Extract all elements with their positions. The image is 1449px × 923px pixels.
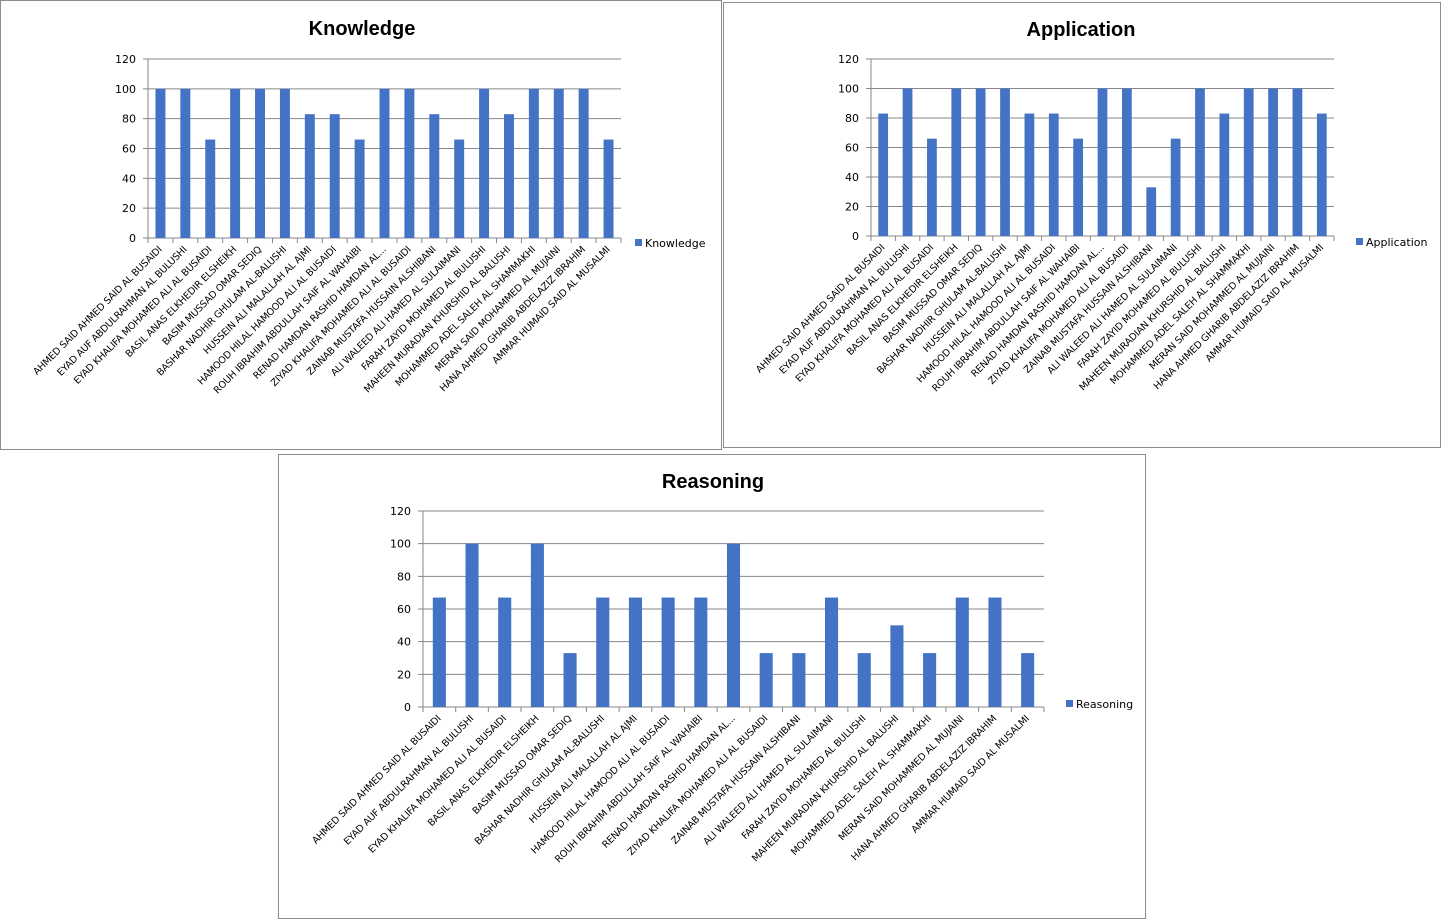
bar xyxy=(1121,88,1132,236)
bar xyxy=(988,597,1002,707)
bar xyxy=(975,88,986,236)
knowledge-chart: Knowledge 0 20 40 60 80 100 120 AHMED SAID AHMED… xyxy=(0,0,722,450)
bar xyxy=(553,88,564,238)
bar xyxy=(902,88,913,236)
bar xyxy=(1048,113,1059,236)
y-tick-label: 100 xyxy=(390,538,411,551)
legend-swatch xyxy=(1066,700,1073,707)
bar xyxy=(1000,88,1010,236)
bar xyxy=(379,88,390,238)
bar xyxy=(1097,88,1108,236)
bar xyxy=(1024,113,1035,236)
bar xyxy=(528,88,539,238)
bar xyxy=(404,88,415,238)
bar xyxy=(530,543,544,707)
y-tick-label: 100 xyxy=(838,83,859,96)
bar xyxy=(923,653,937,707)
bar xyxy=(498,597,512,707)
bar xyxy=(878,113,889,236)
bar xyxy=(890,625,904,707)
bar xyxy=(205,139,216,238)
y-tick-label: 20 xyxy=(122,202,136,215)
legend-swatch xyxy=(635,239,642,246)
bar xyxy=(255,88,266,238)
bar xyxy=(792,653,806,707)
reasoning-chart: Reasoning 0 20 40 60 80 100 120 AHMED SAID AHMED… xyxy=(278,454,1146,919)
bar xyxy=(1219,113,1230,236)
bar xyxy=(503,114,514,238)
legend-label: Application xyxy=(1366,236,1427,249)
bar xyxy=(354,139,365,238)
x-tick-label: AHMED SAID AHMED SAID AL BUSAIDI xyxy=(310,713,443,846)
y-tick-label: 0 xyxy=(852,230,859,243)
bar xyxy=(1170,138,1181,236)
y-tick-label: 0 xyxy=(404,701,411,714)
y-tick-label: 40 xyxy=(397,636,411,649)
bar xyxy=(857,653,871,707)
x-tick-label: EYAD AUF ABDULRAHMAN AL BULUSHI xyxy=(342,713,476,847)
y-tick-label: 60 xyxy=(845,142,859,155)
y-tick-label: 40 xyxy=(845,171,859,184)
legend-label: Reasoning xyxy=(1076,698,1133,711)
bar xyxy=(279,88,290,238)
bar xyxy=(603,139,614,238)
bar xyxy=(1021,653,1035,707)
bar xyxy=(1195,88,1205,236)
chart-title: Knowledge xyxy=(309,18,416,40)
legend-label: Knowledge xyxy=(645,237,706,250)
y-tick-label: 100 xyxy=(115,83,136,96)
y-tick-label: 20 xyxy=(397,668,411,681)
y-tick-label: 80 xyxy=(397,570,411,583)
bar xyxy=(1292,88,1303,236)
bar xyxy=(955,597,969,707)
bar xyxy=(1073,138,1084,236)
y-tick-label: 60 xyxy=(122,143,136,156)
bar xyxy=(304,114,315,238)
y-tick-label: 40 xyxy=(122,172,136,185)
bar xyxy=(155,88,166,238)
application-chart: Application 0 20 40 60 80 100 120 AHMED SAID AHM… xyxy=(723,2,1441,448)
bar xyxy=(661,597,675,707)
bar xyxy=(479,88,490,238)
chart-title: Reasoning xyxy=(662,471,764,493)
bar xyxy=(825,597,839,707)
bar xyxy=(563,653,577,707)
bar xyxy=(1146,187,1157,236)
bar xyxy=(432,597,446,707)
y-tick-label: 20 xyxy=(845,201,859,214)
bar xyxy=(628,597,642,707)
reasoning-chart-svg: Reasoning 0 20 40 60 80 100 120 AHMED SAID AHMED… xyxy=(310,471,1133,865)
bar xyxy=(1243,88,1254,236)
bar xyxy=(230,88,241,238)
y-tick-label: 80 xyxy=(845,112,859,125)
bar xyxy=(694,597,708,707)
bar xyxy=(951,88,962,236)
y-tick-label: 80 xyxy=(122,113,136,126)
y-tick-label: 0 xyxy=(129,232,136,245)
bar xyxy=(429,114,440,238)
chart-title: Application xyxy=(1027,19,1136,41)
bar xyxy=(1316,113,1327,236)
bar xyxy=(596,597,610,707)
bar xyxy=(329,114,340,238)
x-tick-label: AMMAR HUMAID SAID AL MUSALMI xyxy=(910,713,1032,835)
bar xyxy=(1268,88,1278,236)
bar xyxy=(180,88,191,238)
bar xyxy=(927,138,937,236)
y-tick-label: 120 xyxy=(838,53,859,66)
bar xyxy=(759,653,773,707)
bar xyxy=(454,139,465,238)
y-tick-label: 120 xyxy=(390,505,411,518)
legend-swatch xyxy=(1356,238,1363,245)
bar xyxy=(465,543,479,707)
bar xyxy=(726,543,741,707)
bar xyxy=(578,88,589,238)
y-tick-label: 120 xyxy=(115,53,136,66)
y-tick-label: 60 xyxy=(397,603,411,616)
